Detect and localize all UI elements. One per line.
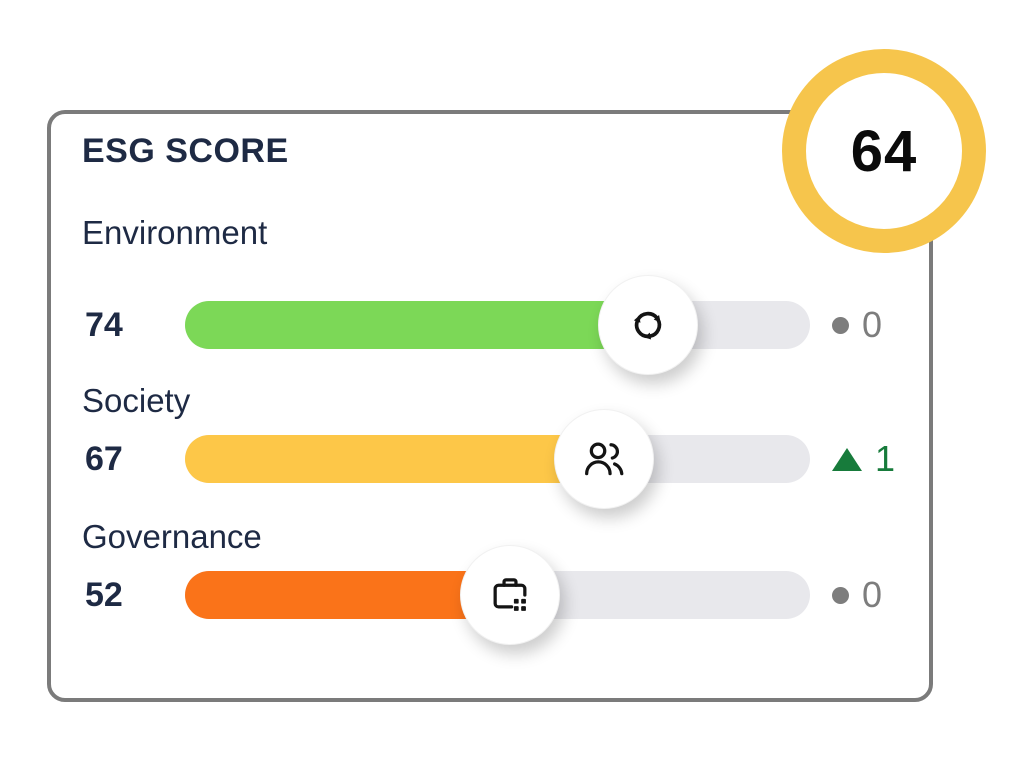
environment-icon-handle[interactable] (597, 275, 698, 375)
governance-score: 52 (85, 576, 123, 614)
environment-label: Environment (82, 214, 268, 251)
environment-delta-value: 0 (862, 304, 883, 345)
governance-bar-fill (185, 571, 510, 619)
governance-bar-row: 52 0 (82, 545, 930, 645)
environment-bar-row: 74 0 (82, 275, 930, 375)
esg-score-card: ESG SCORE Environment 74 (47, 110, 933, 702)
recycle-icon (633, 311, 661, 340)
society-bar-row: 67 1 (82, 409, 930, 509)
delta-flat-dot-icon (832, 586, 849, 604)
environment-delta: 0 (832, 301, 882, 349)
governance-delta-value: 0 (862, 574, 883, 615)
environment-bar-fill (185, 301, 648, 349)
society-bar-track (185, 435, 810, 483)
people-icon (584, 442, 624, 476)
delta-flat-dot-icon (832, 316, 849, 334)
card-title: ESG SCORE (82, 132, 289, 170)
environment-bar-track (185, 301, 810, 349)
society-score: 67 (85, 440, 123, 478)
governance-label: Governance (82, 518, 262, 555)
society-delta: 1 (832, 435, 895, 483)
delta-up-triangle-icon (832, 447, 862, 471)
governance-delta: 0 (832, 571, 882, 619)
briefcase-icon (493, 578, 527, 611)
society-icon-handle[interactable] (553, 409, 654, 509)
overall-esg-score-badge: 64 (782, 49, 986, 253)
overall-esg-score-value: 64 (850, 118, 918, 184)
governance-icon-handle[interactable] (460, 545, 560, 645)
society-delta-value: 1 (875, 438, 896, 479)
society-label: Society (82, 382, 191, 419)
society-bar-fill (185, 435, 604, 483)
environment-score: 74 (85, 306, 123, 344)
